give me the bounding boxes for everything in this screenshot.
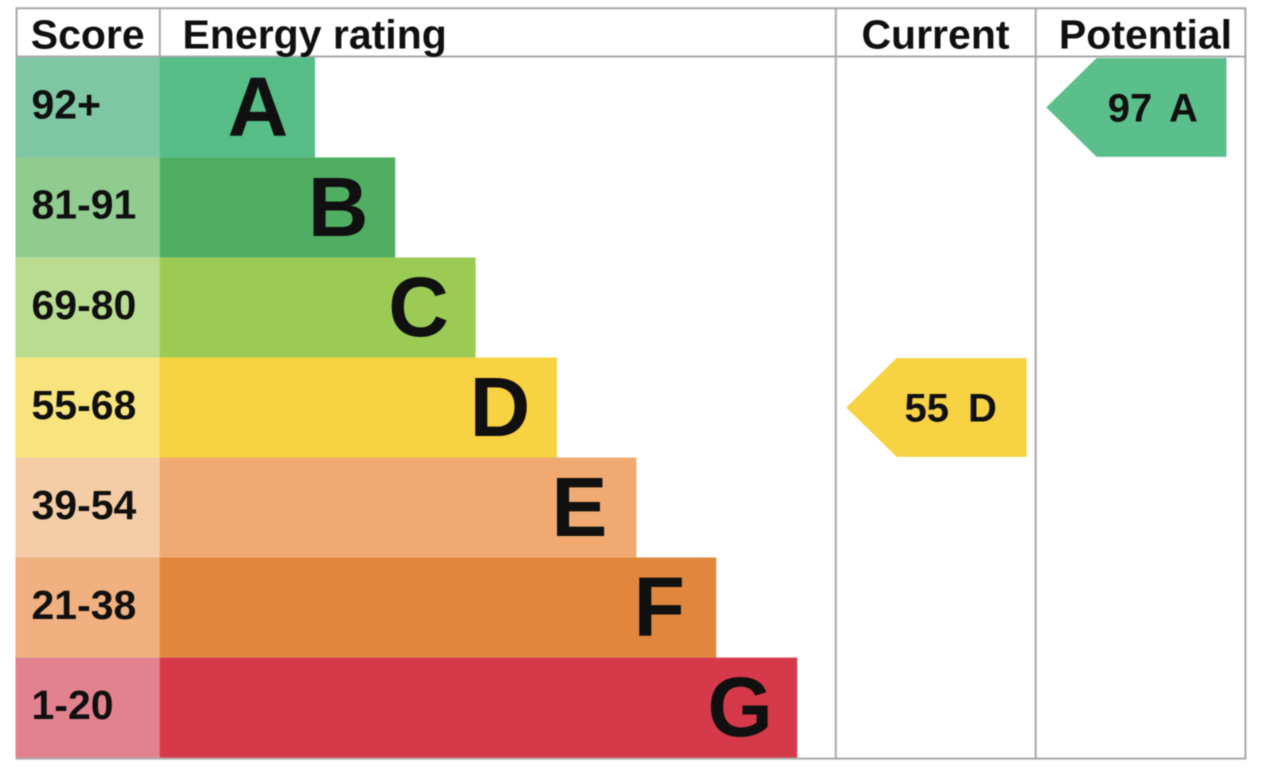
svg-text:D: D	[968, 386, 997, 430]
svg-text:Energy rating: Energy rating	[183, 11, 447, 57]
svg-text:Potential: Potential	[1059, 11, 1232, 57]
svg-text:55-68: 55-68	[32, 382, 137, 428]
svg-text:97: 97	[1108, 86, 1153, 130]
svg-text:A: A	[1169, 86, 1198, 130]
svg-text:39-54: 39-54	[32, 482, 137, 528]
svg-text:G: G	[708, 660, 773, 754]
svg-text:55: 55	[905, 386, 950, 430]
svg-text:Score: Score	[31, 11, 145, 57]
svg-text:F: F	[634, 560, 685, 654]
svg-text:A: A	[228, 60, 289, 154]
svg-text:B: B	[308, 160, 369, 254]
svg-text:C: C	[388, 260, 449, 354]
svg-text:81-91: 81-91	[32, 182, 137, 228]
svg-text:21-38: 21-38	[32, 582, 137, 628]
svg-text:D: D	[470, 360, 531, 454]
svg-text:1-20: 1-20	[32, 682, 114, 728]
svg-text:92+: 92+	[32, 82, 102, 128]
svg-text:E: E	[551, 460, 607, 554]
svg-text:Current: Current	[861, 11, 1009, 57]
svg-text:69-80: 69-80	[32, 282, 137, 328]
